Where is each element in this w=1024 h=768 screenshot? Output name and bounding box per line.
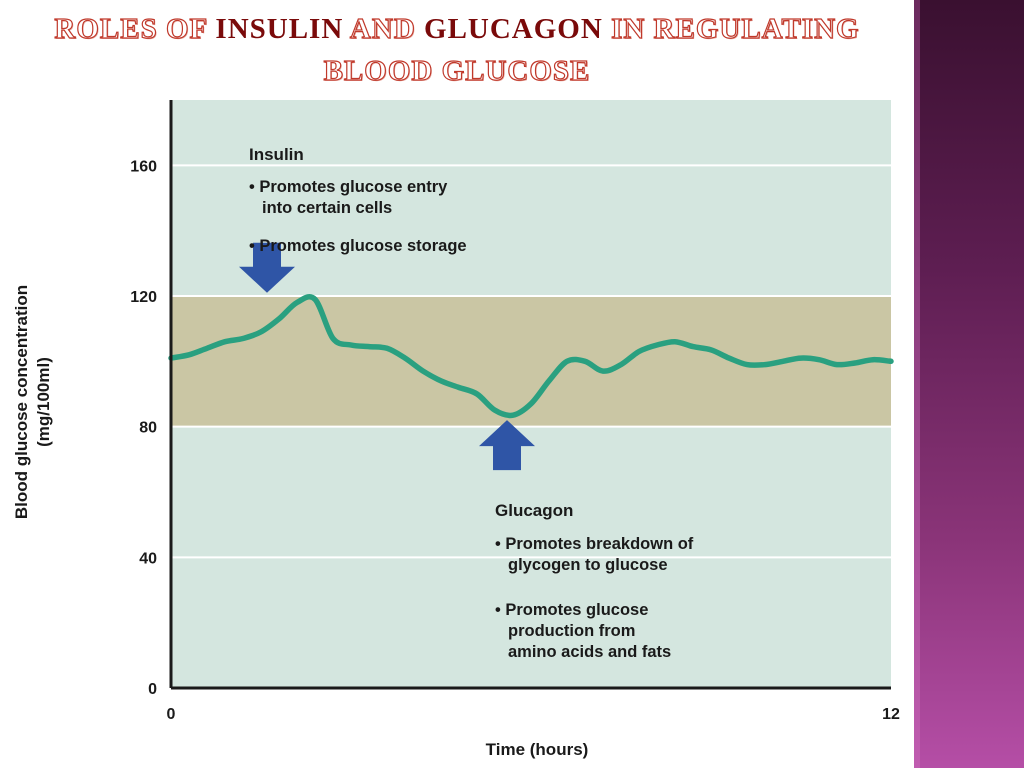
glucagon-annotation: Glucagon • Promotes breakdown of glycoge…	[495, 501, 694, 661]
y-tick-label: 40	[139, 550, 157, 567]
title-part-and: and	[343, 12, 425, 45]
glucagon-point-2-cont: production from	[508, 622, 635, 640]
x-tick-label: 12	[882, 706, 900, 723]
title-part-regulating: in regulating	[602, 12, 860, 45]
title-part-insulin: Insulin	[215, 13, 344, 45]
glucagon-point-1: • Promotes breakdown of	[495, 535, 694, 553]
insulin-heading: Insulin	[249, 145, 304, 164]
slide-title: Roles of Insulin and Glucagon in regulat…	[0, 8, 914, 92]
insulin-annotation: Insulin • Promotes glucose entry into ce…	[249, 145, 467, 255]
y-tick-label: 0	[148, 681, 157, 698]
y-tick-label: 160	[130, 158, 157, 175]
glucagon-point-2-cont-2: amino acids and fats	[508, 643, 671, 661]
glucose-curve	[168, 294, 894, 419]
y-tick-label: 80	[139, 420, 157, 437]
glucagon-point-2: • Promotes glucose	[495, 601, 648, 619]
glucagon-arrow-icon	[479, 420, 535, 471]
y-axis-label-line-1: Blood glucose concentration	[12, 285, 31, 519]
x-axis-title: Time (hours)	[486, 740, 589, 759]
glucagon-heading: Glucagon	[495, 501, 573, 520]
y-axis-label-line-2: (mg/100ml)	[34, 357, 53, 447]
insulin-point-1-cont: into certain cells	[262, 199, 392, 217]
title-part-glucagon: Glucagon	[424, 13, 603, 45]
title-line-1: Roles of Insulin and Glucagon in regulat…	[0, 8, 914, 50]
glucagon-point-1-cont: glycogen to glucose	[508, 556, 668, 574]
insulin-point-2: • Promotes glucose storage	[249, 237, 467, 255]
side-decoration-panel	[914, 0, 1024, 768]
y-axis-title: Blood glucose concentration (mg/100ml)	[12, 285, 53, 519]
insulin-point-1: • Promotes glucose entry	[249, 178, 448, 196]
x-tick-label: 0	[167, 706, 176, 723]
y-tick-label: 120	[130, 289, 157, 306]
title-part-1: Roles of	[54, 12, 216, 45]
blood-glucose-chart: Insulin • Promotes glucose entry into ce…	[12, 100, 900, 759]
title-line-2: blood glucose	[323, 54, 591, 87]
insulin-arrow-icon	[239, 242, 295, 293]
